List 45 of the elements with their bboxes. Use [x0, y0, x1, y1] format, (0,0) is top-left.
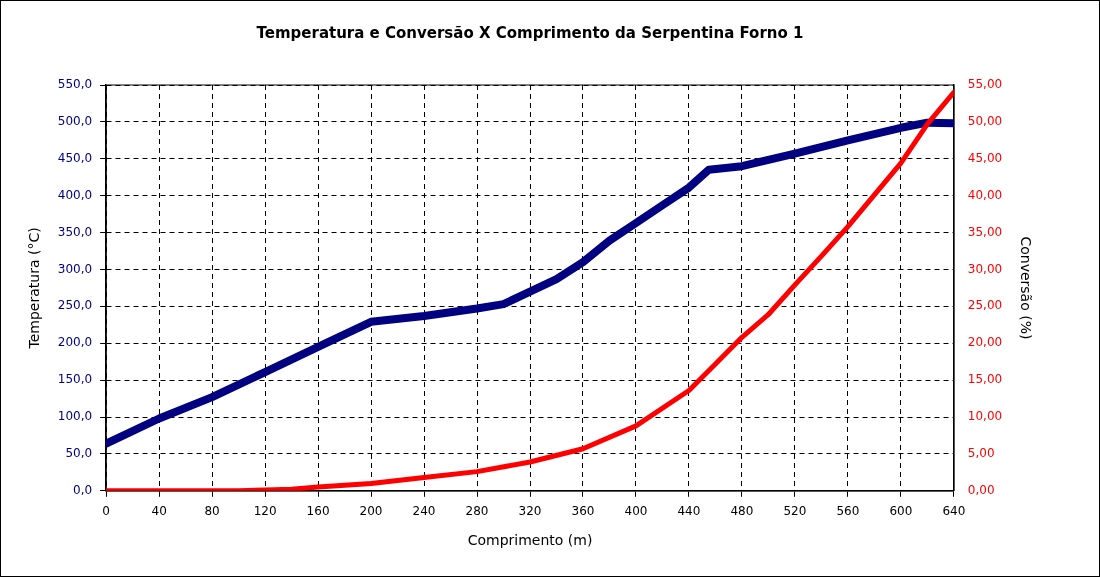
y-tick-label: 50,0 [65, 446, 93, 461]
y-tick-label: 100,0 [57, 409, 93, 424]
y-tick-label: 350,0 [57, 224, 93, 239]
x-tick-label: 0 [102, 504, 110, 519]
x-tick-label: 400 [624, 504, 648, 519]
x-tick-label: 600 [889, 504, 913, 519]
x-tick-label: 640 [942, 504, 966, 519]
y-tick-label: 200,0 [57, 335, 93, 350]
y2-tick-label: 15,00 [967, 372, 1003, 387]
x-tick-label: 120 [253, 504, 277, 519]
y-axis-title: Temperatura (°C) [26, 227, 43, 350]
y2-tick-label: 55,00 [967, 77, 1003, 92]
x-tick-label: 320 [518, 504, 542, 519]
y-tick-label: 250,0 [57, 298, 93, 313]
x-tick-label: 560 [836, 504, 860, 519]
y-tick-label: 400,0 [57, 187, 93, 202]
y-tick-label: 0,0 [73, 482, 93, 497]
y2-axis-title: Conversão (%) [1017, 236, 1034, 340]
y-tick-label: 150,0 [57, 372, 93, 387]
x-axis-title: Comprimento (m) [467, 532, 593, 549]
y2-tick-label: 5,00 [967, 446, 995, 461]
x-tick-label: 440 [677, 504, 701, 519]
x-tick-label: 160 [306, 504, 330, 519]
x-tick-label: 360 [571, 504, 595, 519]
y2-tick-label: 35,00 [967, 224, 1003, 239]
y2-tick-label: 10,00 [967, 409, 1003, 424]
y2-tick-label: 20,00 [967, 335, 1003, 350]
y2-tick-label: 50,00 [967, 114, 1003, 129]
x-tick-label: 480 [730, 504, 754, 519]
y-tick-label: 450,0 [57, 150, 93, 165]
x-tick-label: 240 [412, 504, 436, 519]
y-tick-label: 550,0 [57, 77, 93, 92]
y-tick-label: 500,0 [57, 114, 93, 129]
y2-tick-label: 40,00 [967, 187, 1003, 202]
y2-tick-label: 30,00 [967, 261, 1003, 276]
chart-title: Temperatura e Conversão X Comprimento da Serpentina Forno 1 [256, 23, 804, 42]
x-tick-label: 80 [204, 504, 220, 519]
x-tick-label: 280 [465, 504, 489, 519]
y-tick-label: 300,0 [57, 261, 93, 276]
x-tick-label: 40 [151, 504, 167, 519]
x-tick-label: 520 [783, 504, 807, 519]
y2-tick-label: 45,00 [967, 150, 1003, 165]
x-tick-label: 200 [359, 504, 383, 519]
y2-tick-label: 25,00 [967, 298, 1003, 313]
y2-tick-label: 0,00 [967, 482, 995, 497]
